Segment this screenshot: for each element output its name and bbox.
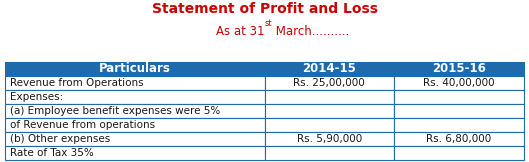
- Text: Rs. 5,90,000: Rs. 5,90,000: [297, 134, 362, 144]
- Text: Particulars: Particulars: [99, 62, 171, 75]
- Text: 2015-16: 2015-16: [432, 62, 486, 75]
- Text: of Revenue from operations: of Revenue from operations: [10, 120, 154, 130]
- Text: As at 31: As at 31: [216, 25, 264, 38]
- Text: Rs. 6,80,000: Rs. 6,80,000: [426, 134, 491, 144]
- Text: (a) Employee benefit expenses were 5%: (a) Employee benefit expenses were 5%: [10, 106, 220, 116]
- Text: Expenses:: Expenses:: [10, 92, 63, 102]
- Text: Rs. 40,00,000: Rs. 40,00,000: [423, 78, 495, 88]
- Text: Rate of Tax 35%: Rate of Tax 35%: [10, 148, 93, 158]
- Text: Revenue from Operations: Revenue from Operations: [10, 78, 143, 88]
- Text: Rs. 25,00,000: Rs. 25,00,000: [294, 78, 365, 88]
- Text: Statement of Profit and Loss: Statement of Profit and Loss: [151, 2, 378, 16]
- Text: March..........: March..........: [272, 25, 350, 38]
- Text: (b) Other expenses: (b) Other expenses: [10, 134, 110, 144]
- Text: st: st: [264, 19, 272, 28]
- Text: 2014-15: 2014-15: [303, 62, 356, 75]
